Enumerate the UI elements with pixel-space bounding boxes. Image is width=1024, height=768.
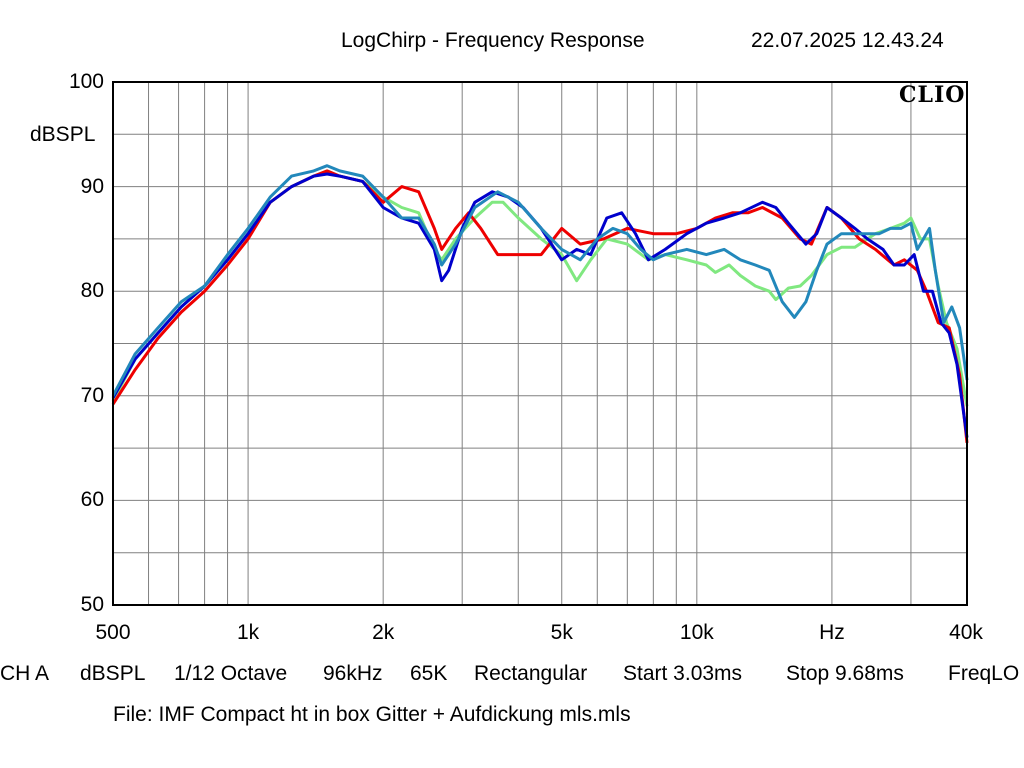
x-tick-label: 10k	[679, 621, 714, 644]
response-curve-2	[111, 169, 969, 444]
footer-fft-size: 65K	[410, 662, 448, 685]
footer-window: Rectangular	[474, 662, 588, 685]
x-tick-label: Hz	[819, 621, 845, 644]
y-axis-label: dBSPL	[30, 123, 96, 146]
footer-unit: dBSPL	[80, 662, 146, 685]
y-tick-label: 60	[80, 488, 104, 512]
y-tick-label: 80	[80, 279, 104, 303]
y-tick-label: 90	[80, 174, 104, 198]
footer-smoothing: 1/12 Octave	[174, 662, 288, 685]
footer-start: Start 3.03ms	[623, 662, 743, 685]
y-tick-label: 50	[80, 593, 104, 616]
timestamp: 22.07.2025 12.43.24	[751, 29, 944, 52]
response-curve-1	[111, 169, 969, 407]
y-tick-label: 70	[80, 383, 104, 407]
plot-grid	[113, 82, 967, 605]
x-tick-label: 500	[95, 621, 131, 644]
clio-logo: CLIO	[899, 82, 966, 108]
footer-stop: Stop 9.68ms	[786, 662, 904, 685]
footer-freq-mode: FreqLO	[948, 663, 1020, 684]
x-tick-label: 5k	[550, 621, 573, 644]
chart-title: LogChirp - Frequency Response	[341, 29, 645, 52]
footer-channel: CH A	[0, 662, 50, 685]
y-tick-label: 100	[68, 70, 104, 93]
response-curve-4	[111, 164, 969, 397]
response-curve-3	[111, 172, 969, 438]
x-tick-label: 40k	[949, 621, 983, 644]
plot-curves	[111, 164, 969, 444]
plot-frame	[112, 81, 968, 606]
x-tick-label: 1k	[236, 621, 260, 644]
x-tick-label: 2k	[372, 621, 395, 644]
footer-sample-rate: 96kHz	[323, 662, 383, 685]
footer-file: File: IMF Compact ht in box Gitter + Auf…	[113, 703, 631, 726]
